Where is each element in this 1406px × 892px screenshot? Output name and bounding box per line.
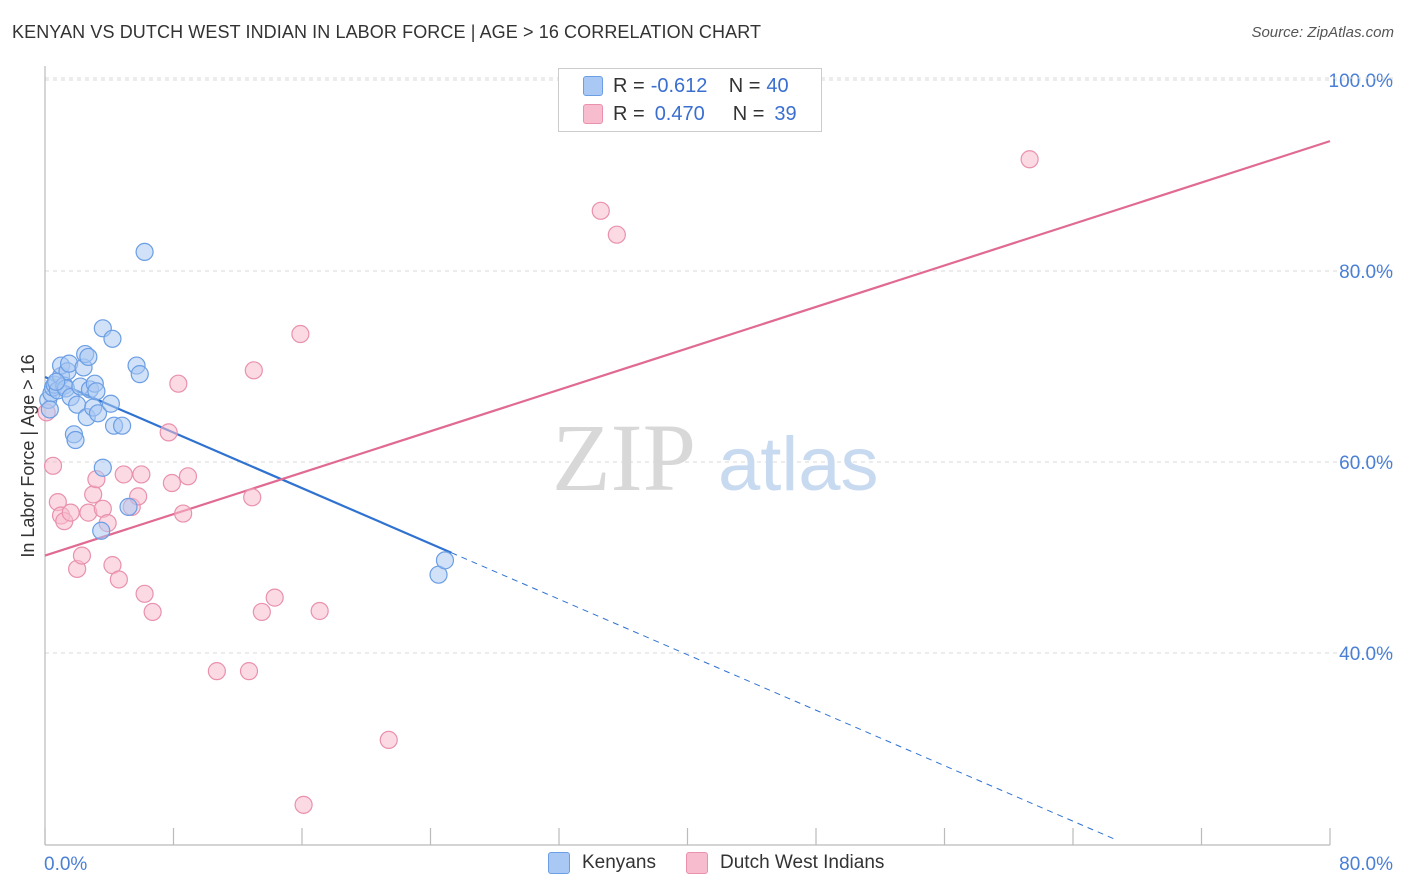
point-dutch-west-indians	[132, 465, 151, 484]
point-kenyans	[93, 458, 112, 477]
point-dutch-west-indians	[135, 584, 154, 603]
legend-swatch-kenyans	[583, 76, 603, 96]
point-kenyans	[66, 430, 85, 450]
points-layer	[37, 150, 1039, 814]
bottom-legend-dutch-west-indians[interactable]: Dutch West Indians	[686, 852, 884, 874]
point-dutch-west-indians	[174, 504, 193, 523]
y-tick-label: 80.0%	[1339, 262, 1393, 283]
point-kenyans	[79, 347, 98, 367]
point-dutch-west-indians	[114, 465, 133, 484]
point-dutch-west-indians	[109, 570, 128, 589]
point-kenyans	[130, 365, 149, 384]
point-dutch-west-indians	[84, 485, 103, 504]
point-kenyans	[92, 521, 111, 540]
bottom-legend-label-dutch-west-indians: Dutch West Indians	[720, 852, 885, 873]
y-axis-label: In Labor Force | Age > 16	[18, 354, 38, 557]
watermark-atlas: atlas	[718, 422, 879, 507]
trend-line-kenyans-extension	[451, 552, 1115, 840]
point-dutch-west-indians	[252, 602, 271, 622]
x-tick-label: 0.0%	[44, 854, 87, 875]
point-dutch-west-indians	[169, 374, 188, 393]
bottom-legend-kenyans[interactable]: Kenyans	[548, 852, 656, 874]
legend-n-value: 40	[766, 74, 789, 97]
legend-r-label: R =	[613, 74, 645, 97]
y-tick-label: 60.0%	[1339, 453, 1393, 474]
legend-row-dutch-west-indians: R = 0.470 N = 39	[583, 101, 797, 127]
axis-layer: 0.0% 80.0%	[44, 66, 1393, 875]
point-kenyans	[40, 400, 59, 419]
stats-legend: R = -0.612 N = 40 R = 0.470 N = 39	[558, 68, 822, 132]
legend-n-label: N =	[732, 102, 765, 125]
point-dutch-west-indians	[143, 602, 162, 622]
point-kenyans	[112, 416, 132, 435]
point-kenyans	[135, 242, 154, 261]
point-kenyans	[87, 382, 106, 401]
point-dutch-west-indians	[159, 423, 178, 442]
legend-r-value: 0.470	[654, 102, 705, 125]
point-dutch-west-indians	[310, 601, 329, 621]
grid-layer: 40.0% 60.0% 80.0% 100.0%	[45, 71, 1393, 665]
point-dutch-west-indians	[43, 456, 63, 475]
point-dutch-west-indians	[244, 361, 263, 380]
point-kenyans	[101, 394, 120, 413]
point-dutch-west-indians	[265, 588, 284, 607]
bottom-legend-swatch-dutch-west-indians	[686, 852, 708, 874]
point-kenyans	[47, 372, 66, 391]
point-dutch-west-indians	[178, 467, 198, 486]
point-dutch-west-indians	[207, 662, 226, 681]
point-dutch-west-indians	[243, 488, 262, 507]
watermark-zip: ZIP	[552, 404, 696, 511]
y-tick-label: 40.0%	[1339, 644, 1393, 665]
point-kenyans	[103, 329, 122, 348]
legend-n-value: 39	[774, 102, 797, 125]
bottom-legend-swatch-kenyans	[548, 852, 570, 874]
legend-swatch-dutch-west-indians	[583, 104, 603, 124]
point-kenyans	[119, 497, 138, 516]
point-kenyans	[435, 551, 455, 570]
point-dutch-west-indians	[61, 503, 80, 522]
point-dutch-west-indians	[72, 546, 92, 565]
chart-title: KENYAN VS DUTCH WEST INDIAN IN LABOR FOR…	[12, 22, 762, 42]
point-dutch-west-indians	[607, 225, 626, 244]
y-tick-label: 100.0%	[1329, 71, 1394, 92]
point-kenyans	[88, 404, 108, 423]
source-label: Source: ZipAtlas.com	[1251, 24, 1394, 41]
point-dutch-west-indians	[591, 201, 610, 220]
legend-row-kenyans: R = -0.612 N = 40	[583, 73, 789, 99]
watermark: ZIP atlas	[552, 404, 879, 511]
point-dutch-west-indians	[1020, 150, 1039, 169]
legend-r-label: R =	[613, 102, 645, 125]
point-dutch-west-indians	[379, 730, 398, 750]
legend-r-value: -0.612	[650, 74, 708, 97]
point-dutch-west-indians	[291, 324, 310, 344]
x-tick-label: 80.0%	[1339, 854, 1393, 875]
trend-line-dutch-west-indians	[44, 140, 1331, 557]
bottom-legend-label-kenyans: Kenyans	[582, 852, 656, 873]
point-dutch-west-indians	[294, 795, 313, 814]
point-dutch-west-indians	[239, 662, 259, 681]
legend-n-label: N =	[728, 74, 761, 97]
point-dutch-west-indians	[162, 473, 181, 493]
